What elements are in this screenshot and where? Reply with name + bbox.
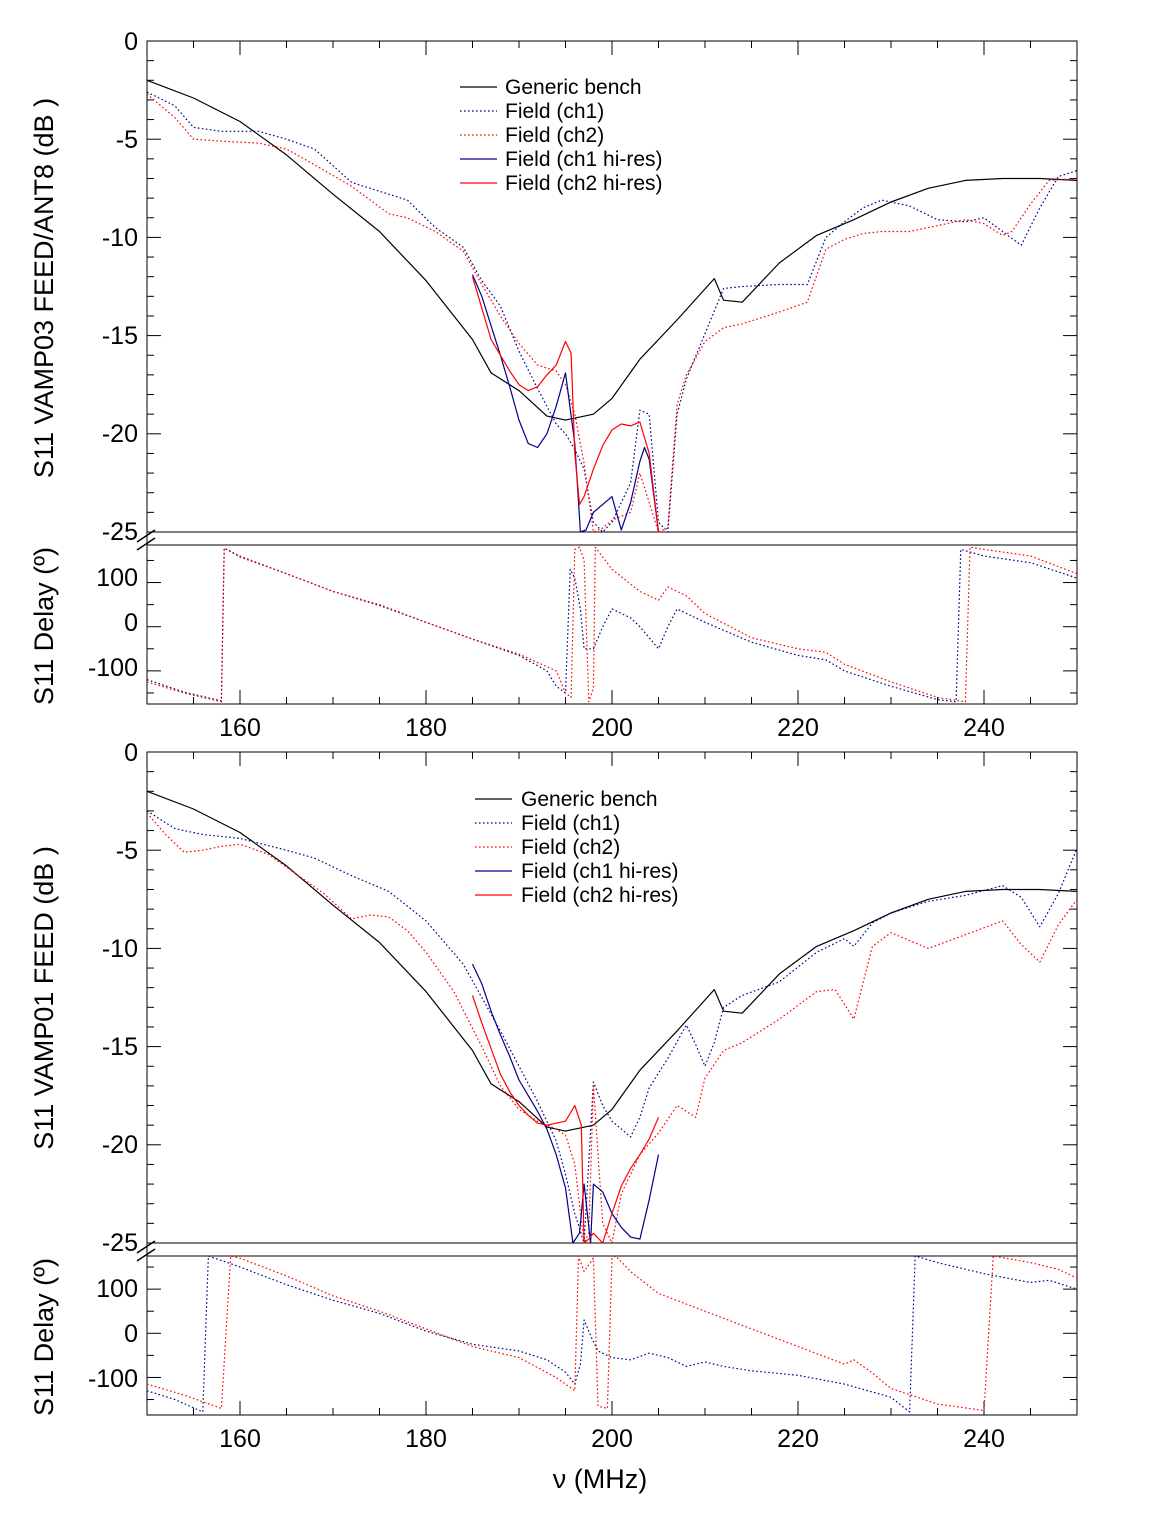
- bottom-series-lines: [146, 790, 1078, 1413]
- bottom-delay-axis-title: S11 Delay (º): [29, 1258, 59, 1416]
- top-y-tick-labels: 0 -5 -10 -15 -20 -25 100 0 -100: [88, 28, 138, 682]
- x-tick-label: 180: [405, 1425, 447, 1453]
- top-delay-field-ch2-line: [146, 546, 1078, 703]
- bottom-s11-field-ch2-line: [146, 812, 1078, 1244]
- top-s11-axis-title: S11 VAMP03 FEED/ANT8 (dB ): [29, 98, 59, 478]
- y-tick-label: -5: [116, 837, 138, 865]
- delay-tick-label: 100: [96, 1275, 138, 1303]
- bottom-s11-field-ch2-hi-res-line: [471, 995, 660, 1244]
- top-series-lines: [146, 79, 1078, 703]
- y-tick-label: -15: [102, 322, 138, 350]
- bottom-ticks: [146, 751, 1078, 1415]
- bottom-delay-field-ch1-line: [146, 1255, 1078, 1413]
- y-tick-label: -25: [102, 1229, 138, 1257]
- top-panel: 0 -5 -10 -15 -20 -25 100 0 -100 160 180 …: [29, 28, 1078, 742]
- legend-label: Field (ch2): [521, 836, 620, 859]
- x-tick-label: 200: [591, 714, 633, 742]
- y-tick-label: 0: [124, 739, 138, 767]
- top-s11-field-ch1-line: [146, 91, 1078, 533]
- y-tick-label: -20: [102, 1131, 138, 1159]
- legend-label: Field (ch1 hi-res): [505, 148, 663, 171]
- bottom-s11-axis-title: S11 VAMP01 FEED (dB ): [29, 846, 59, 1150]
- delay-tick-label: -100: [88, 1365, 138, 1393]
- legend-label: Field (ch1): [505, 100, 604, 123]
- delay-tick-label: -100: [88, 654, 138, 682]
- legend-label: Generic bench: [505, 76, 642, 99]
- bottom-delay-field-ch2-line: [146, 1255, 1078, 1412]
- bottom-panel: 0 -5 -10 -15 -20 -25 100 0 -100 160 180 …: [29, 739, 1078, 1494]
- legend-label: Field (ch2): [505, 124, 604, 147]
- top-delay-axis-title: S11 Delay (º): [29, 547, 59, 705]
- top-s11-field-ch2-hi-res-line: [471, 276, 660, 533]
- top-x-tick-labels: 160 180 200 220 240: [219, 714, 1005, 742]
- bottom-s11-field-ch1-hi-res-line: [471, 963, 660, 1244]
- top-delay-field-ch1-line: [146, 547, 1078, 703]
- top-ticks: [146, 40, 1078, 704]
- y-tick-label: -20: [102, 420, 138, 448]
- y-tick-label: -25: [102, 518, 138, 546]
- top-s11-field-ch1-hi-res-line: [471, 274, 660, 533]
- x-tick-label: 180: [405, 714, 447, 742]
- delay-tick-label: 0: [124, 609, 138, 637]
- bottom-x-tick-labels: 160 180 200 220 240: [219, 1425, 1005, 1453]
- bottom-axis-gap: [148, 1244, 1076, 1255]
- x-axis-title: ν (MHz): [553, 1464, 647, 1494]
- y-tick-label: -5: [116, 126, 138, 154]
- delay-tick-label: 0: [124, 1320, 138, 1348]
- legend-label: Generic bench: [521, 788, 658, 811]
- delay-tick-label: 100: [96, 564, 138, 592]
- top-legend: Generic bench Field (ch1) Field (ch2) Fi…: [460, 76, 663, 195]
- x-tick-label: 160: [219, 1425, 261, 1453]
- bottom-s11-field-ch1-line: [146, 810, 1078, 1244]
- y-tick-label: 0: [124, 28, 138, 56]
- top-s11-field-ch2-line: [146, 93, 1078, 533]
- x-tick-label: 220: [777, 1425, 819, 1453]
- x-tick-label: 240: [963, 1425, 1005, 1453]
- y-tick-label: -15: [102, 1033, 138, 1061]
- y-tick-label: -10: [102, 224, 138, 252]
- x-tick-label: 160: [219, 714, 261, 742]
- legend-label: Field (ch2 hi-res): [521, 884, 679, 907]
- x-tick-label: 240: [963, 714, 1005, 742]
- bottom-y-tick-labels: 0 -5 -10 -15 -20 -25 100 0 -100: [88, 739, 138, 1393]
- bottom-legend: Generic bench Field (ch1) Field (ch2) Fi…: [475, 788, 679, 907]
- top-s11-generic-bench-line: [146, 79, 1078, 421]
- legend-label: Field (ch1 hi-res): [521, 860, 679, 883]
- top-panel-frame: [146, 40, 1078, 705]
- legend-label: Field (ch2 hi-res): [505, 172, 663, 195]
- top-axis-gap: [148, 533, 1076, 544]
- legend-label: Field (ch1): [521, 812, 620, 835]
- y-tick-label: -10: [102, 935, 138, 963]
- x-tick-label: 220: [777, 714, 819, 742]
- bottom-s11-generic-bench-line: [146, 790, 1078, 1132]
- x-tick-label: 200: [591, 1425, 633, 1453]
